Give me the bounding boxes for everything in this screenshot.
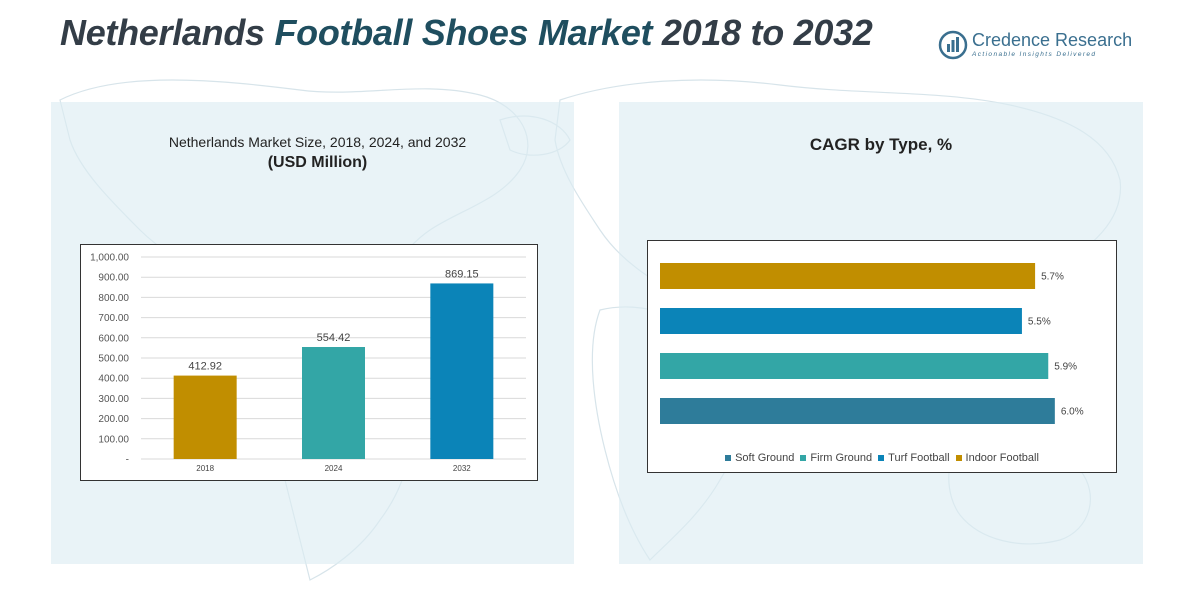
- legend-item: Indoor Football: [955, 452, 1039, 464]
- x-tick-label: 2024: [325, 464, 343, 473]
- legend-swatch: [955, 455, 962, 461]
- y-tick-label: 400.00: [98, 374, 129, 385]
- y-tick-label: 500.00: [98, 354, 129, 365]
- cagr-bar-chart: 5.7% 5.5% 5.9% 6.0%: [660, 263, 1084, 424]
- cagr-chart: 5.7% 5.5% 5.9% 6.0% Soft Ground Firm Ground T…: [647, 240, 1117, 473]
- bar-value-label: 6.0%: [1061, 407, 1084, 418]
- y-tick-label: 1,000.00: [90, 253, 129, 264]
- title-part-3: 2018 to 2032: [652, 12, 873, 53]
- bar-value-label: 412.92: [188, 361, 222, 373]
- cagr-title: CAGR by Type, %: [809, 135, 953, 154]
- market-size-chart: - 100.00 200.00 300.00 400.00 500.00 600.00 700…: [80, 244, 538, 481]
- y-tick-label: 700.00: [98, 313, 129, 324]
- legend-swatch: [878, 455, 885, 461]
- bar-2032: [430, 283, 494, 459]
- bar-value-label: 5.9%: [1054, 362, 1077, 373]
- bar-2018: [173, 375, 237, 459]
- legend-swatch: [725, 455, 732, 461]
- y-tick-label: 800.00: [98, 293, 129, 304]
- bar-value-label: 869.15: [445, 268, 479, 280]
- page-title: Netherlands Football Shoes Market 2018 t…: [60, 12, 873, 54]
- market-size-bar-chart: - 100.00 200.00 300.00 400.00 500.00 600.00 700…: [90, 253, 526, 473]
- bar-value-label: 554.42: [317, 332, 351, 344]
- y-tick-label: 100.00: [98, 434, 129, 445]
- bar-soft-ground: [660, 398, 1055, 424]
- y-tick-label: 300.00: [98, 394, 129, 405]
- legend-item: Soft Ground: [725, 452, 794, 464]
- y-tick-label: 900.00: [98, 273, 129, 284]
- legend-label: Firm Ground: [810, 452, 873, 464]
- y-tick-label: 600.00: [98, 333, 129, 344]
- logo-name: Credence Research: [972, 30, 1133, 50]
- legend-item: Firm Ground: [800, 452, 872, 464]
- market-size-unit: (USD Million): [267, 154, 368, 171]
- bar-value-label: 5.5%: [1028, 317, 1051, 328]
- legend-label: Turf Football: [888, 452, 950, 464]
- legend-item: Turf Football: [878, 452, 950, 464]
- legend-label: Indoor Football: [965, 452, 1039, 464]
- y-tick-label: -: [126, 455, 129, 466]
- title-part-1: Netherlands: [60, 12, 275, 53]
- y-tick-label: 200.00: [98, 414, 129, 425]
- legend-label: Soft Ground: [735, 452, 795, 464]
- bar-value-label: 5.7%: [1041, 272, 1064, 283]
- logo-tagline: Actionable Insights Delivered: [972, 51, 1097, 58]
- bar-indoor-football: [660, 263, 1036, 289]
- bar-turf-football: [660, 308, 1022, 334]
- market-size-title: Netherlands Market Size, 2018, 2024, and…: [168, 134, 467, 150]
- legend-swatch: [800, 455, 807, 461]
- bar-2024: [302, 347, 365, 459]
- cagr-legend: Soft Ground Firm Ground Turf Football Indoo…: [648, 452, 1116, 464]
- title-part-2: Football Shoes Market: [274, 12, 653, 53]
- bar-firm-ground: [660, 353, 1049, 379]
- x-tick-label: 2032: [453, 464, 471, 473]
- credence-research-logo: Credence Research Actionable Insights De…: [938, 28, 1138, 64]
- x-tick-label: 2018: [196, 464, 214, 473]
- logo-icon: [938, 30, 968, 60]
